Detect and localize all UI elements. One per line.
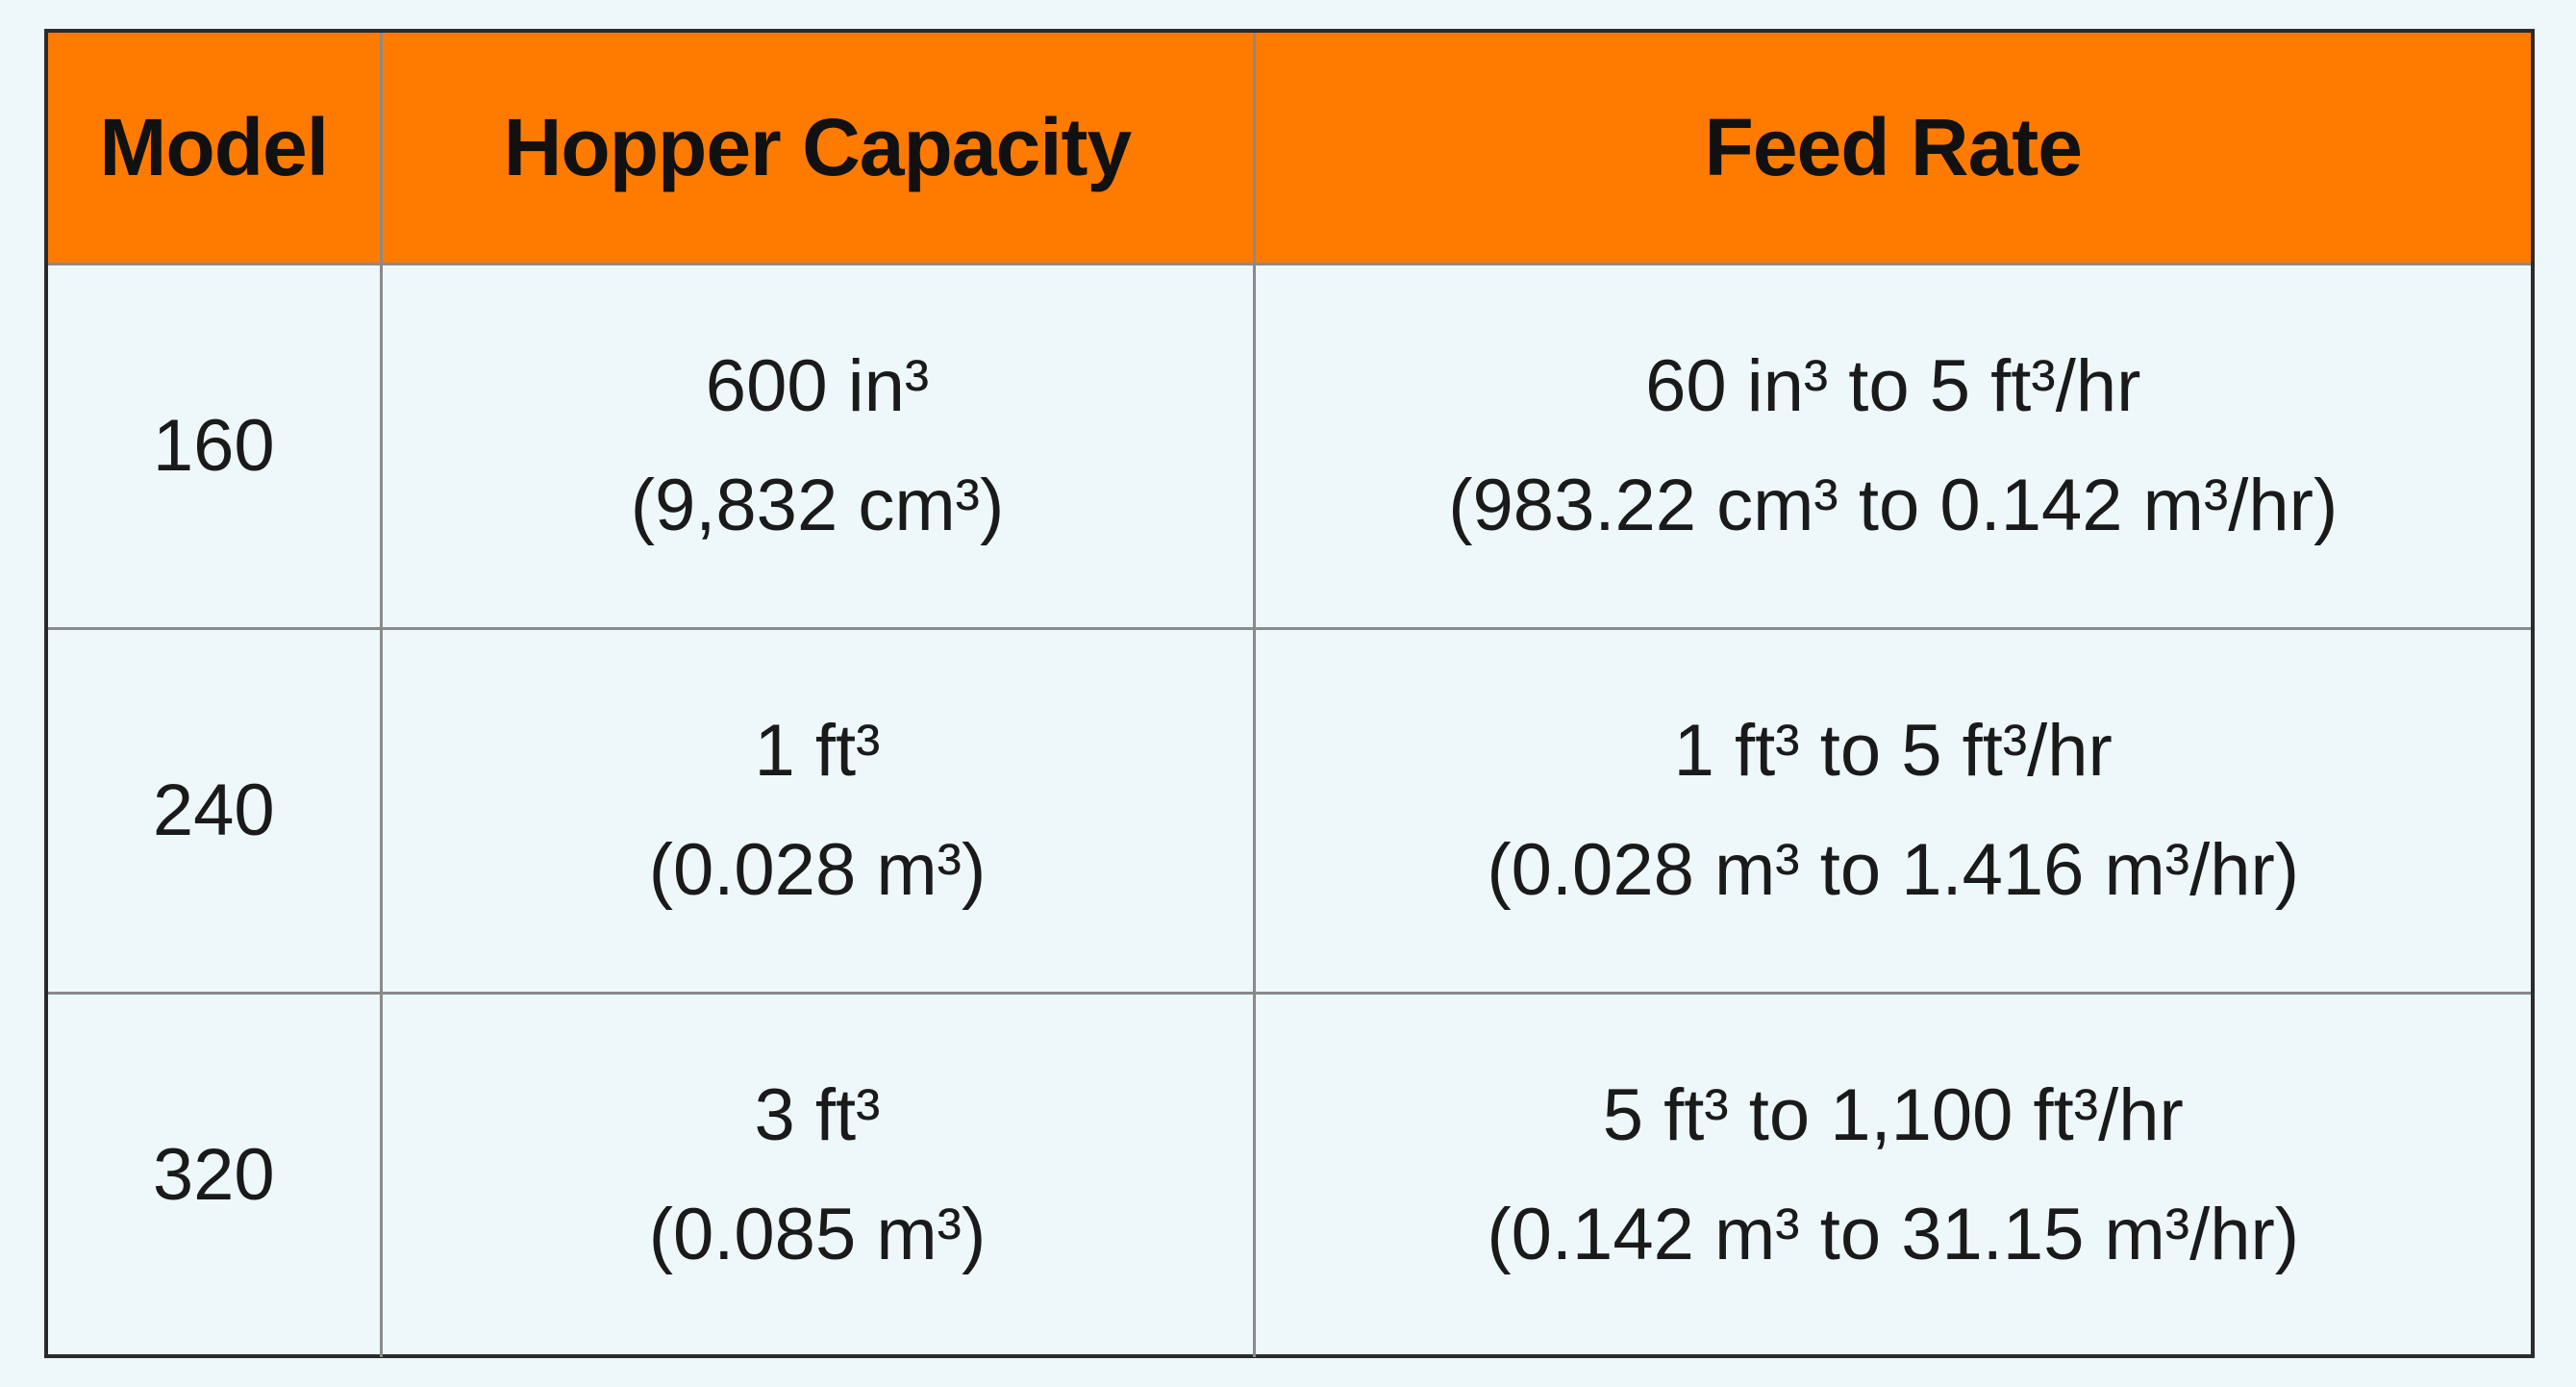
hopper-capacity-imperial: 1 ft³ [754,709,881,792]
table-row: 320 3 ft³ (0.085 m³) 5 ft³ to 1,100 ft³/… [48,993,2531,1357]
feed-rate-imperial: 60 in³ to 5 ft³/hr [1645,344,2141,427]
feed-rate-cell: 5 ft³ to 1,100 ft³/hr (0.142 m³ to 31.15… [1254,993,2531,1357]
hopper-capacity-imperial: 600 in³ [705,344,930,427]
spec-table: Model Hopper Capacity Feed Rate 160 600 … [48,33,2531,1357]
spec-table-container: Model Hopper Capacity Feed Rate 160 600 … [44,29,2535,1358]
header-model: Model [48,33,383,265]
feed-rate-metric: (0.142 m³ to 31.15 m³/hr) [1487,1194,2300,1276]
feed-rate-metric: (983.22 cm³ to 0.142 m³/hr) [1448,464,2338,546]
hopper-capacity-cell: 1 ft³ (0.028 m³) [381,628,1256,995]
model-cell: 160 [48,264,383,630]
hopper-capacity-cell: 3 ft³ (0.085 m³) [381,993,1256,1357]
table-row: 160 600 in³ (9,832 cm³) 60 in³ to 5 ft³/… [48,264,2531,630]
feed-rate-cell: 1 ft³ to 5 ft³/hr (0.028 m³ to 1.416 m³/… [1254,628,2531,995]
header-hopper-capacity: Hopper Capacity [381,33,1256,265]
feed-rate-imperial: 1 ft³ to 5 ft³/hr [1673,709,2113,792]
feed-rate-metric: (0.028 m³ to 1.416 m³/hr) [1487,828,2300,911]
model-cell: 320 [48,993,383,1357]
feed-rate-cell: 60 in³ to 5 ft³/hr (983.22 cm³ to 0.142 … [1254,264,2531,630]
hopper-capacity-cell: 600 in³ (9,832 cm³) [381,264,1256,630]
feed-rate-imperial: 5 ft³ to 1,100 ft³/hr [1602,1074,2184,1157]
model-cell: 240 [48,628,383,995]
hopper-capacity-metric: (0.085 m³) [648,1194,987,1276]
hopper-capacity-metric: (9,832 cm³) [630,464,1005,546]
table-row: 240 1 ft³ (0.028 m³) 1 ft³ to 5 ft³/hr (… [48,628,2531,995]
hopper-capacity-imperial: 3 ft³ [754,1074,881,1157]
header-feed-rate: Feed Rate [1254,33,2531,265]
hopper-capacity-metric: (0.028 m³) [648,828,987,911]
table-header-row: Model Hopper Capacity Feed Rate [48,33,2531,265]
